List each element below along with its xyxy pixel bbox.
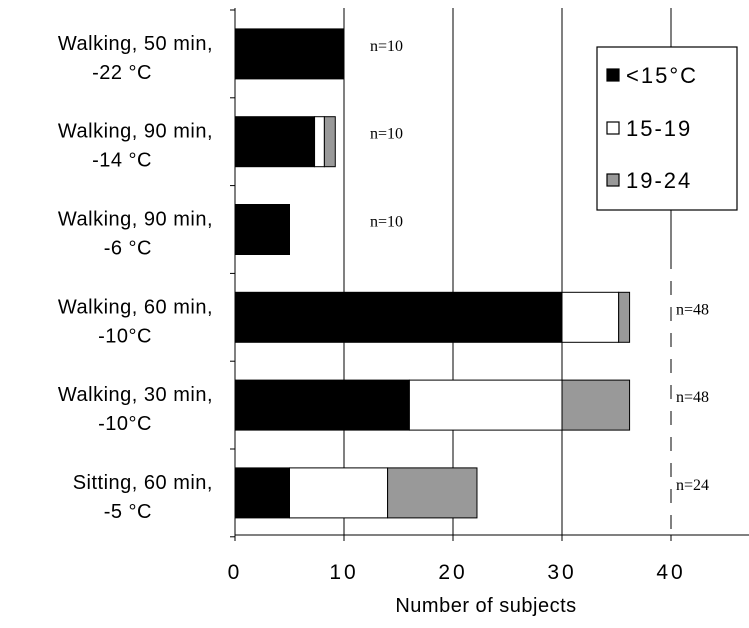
bar-seg-1-1 [314, 116, 325, 168]
category-label-5-line1: Sitting, 60 min, [73, 472, 213, 494]
category-label-1-line2: -14 °C [92, 150, 152, 172]
category-label-2-line1: Walking, 90 min, [58, 209, 213, 231]
n-label-3: n=48 [676, 301, 709, 318]
category-label-5-line2: -5 °C [104, 501, 152, 523]
legend-swatch-2 [606, 173, 620, 187]
bar-seg-1-0 [234, 116, 316, 168]
legend-label-0: <15°C [626, 63, 698, 88]
legend-swatch-1 [606, 121, 620, 135]
bar-seg-5-2 [387, 467, 478, 519]
legend-box [596, 46, 738, 211]
category-label-2-line2: -6 °C [104, 238, 152, 260]
n-labels: n=10 n=10 n=10 n=48 n=48 n=24 [370, 38, 709, 494]
bar-seg-4-1 [408, 379, 563, 431]
x-tick-label-0: 0 [228, 561, 243, 584]
category-labels: Walking, 50 min, -22 °C Walking, 90 min, -1… [58, 33, 213, 523]
bar-seg-4-0 [234, 379, 410, 431]
bar-seg-5-1 [289, 467, 389, 519]
legend-swatch-0 [606, 68, 620, 82]
category-label-4-line1: Walking, 30 min, [58, 384, 213, 406]
category-label-3-line2: -10°C [98, 325, 152, 347]
category-label-0-line2: -22 °C [92, 62, 152, 84]
axes [230, 8, 749, 541]
bar-seg-4-2 [561, 379, 631, 431]
bar-seg-2-0 [234, 204, 290, 255]
legend-label-1: 15-19 [626, 116, 692, 141]
bars [234, 28, 631, 519]
n-label-5: n=24 [676, 477, 709, 494]
bar-seg-0-0 [234, 28, 345, 80]
bar-seg-5-0 [234, 467, 290, 519]
category-label-3-line1: Walking, 60 min, [58, 296, 213, 318]
n-label-2: n=10 [370, 214, 403, 231]
bar-seg-3-2 [618, 291, 631, 343]
x-tick-label-30: 30 [547, 561, 576, 584]
bar-seg-1-2 [323, 116, 336, 168]
category-label-4-line2: -10°C [98, 413, 152, 435]
category-label-0-line1: Walking, 50 min, [58, 33, 213, 55]
x-axis-title: Number of subjects [395, 595, 576, 617]
bar-seg-3-0 [234, 291, 563, 343]
category-label-1-line1: Walking, 90 min, [58, 121, 213, 143]
n-label-1: n=10 [370, 126, 403, 143]
n-label-0: n=10 [370, 38, 403, 55]
x-tick-label-20: 20 [438, 561, 467, 584]
legend-label-2: 19-24 [626, 168, 692, 193]
bar-seg-3-1 [561, 291, 620, 343]
legend: <15°C 15-19 19-24 [596, 46, 738, 211]
x-tick-labels: 0 10 20 30 40 [228, 561, 685, 584]
n-label-4: n=48 [676, 389, 709, 406]
x-tick-label-10: 10 [329, 561, 358, 584]
x-tick-label-40: 40 [656, 561, 685, 584]
